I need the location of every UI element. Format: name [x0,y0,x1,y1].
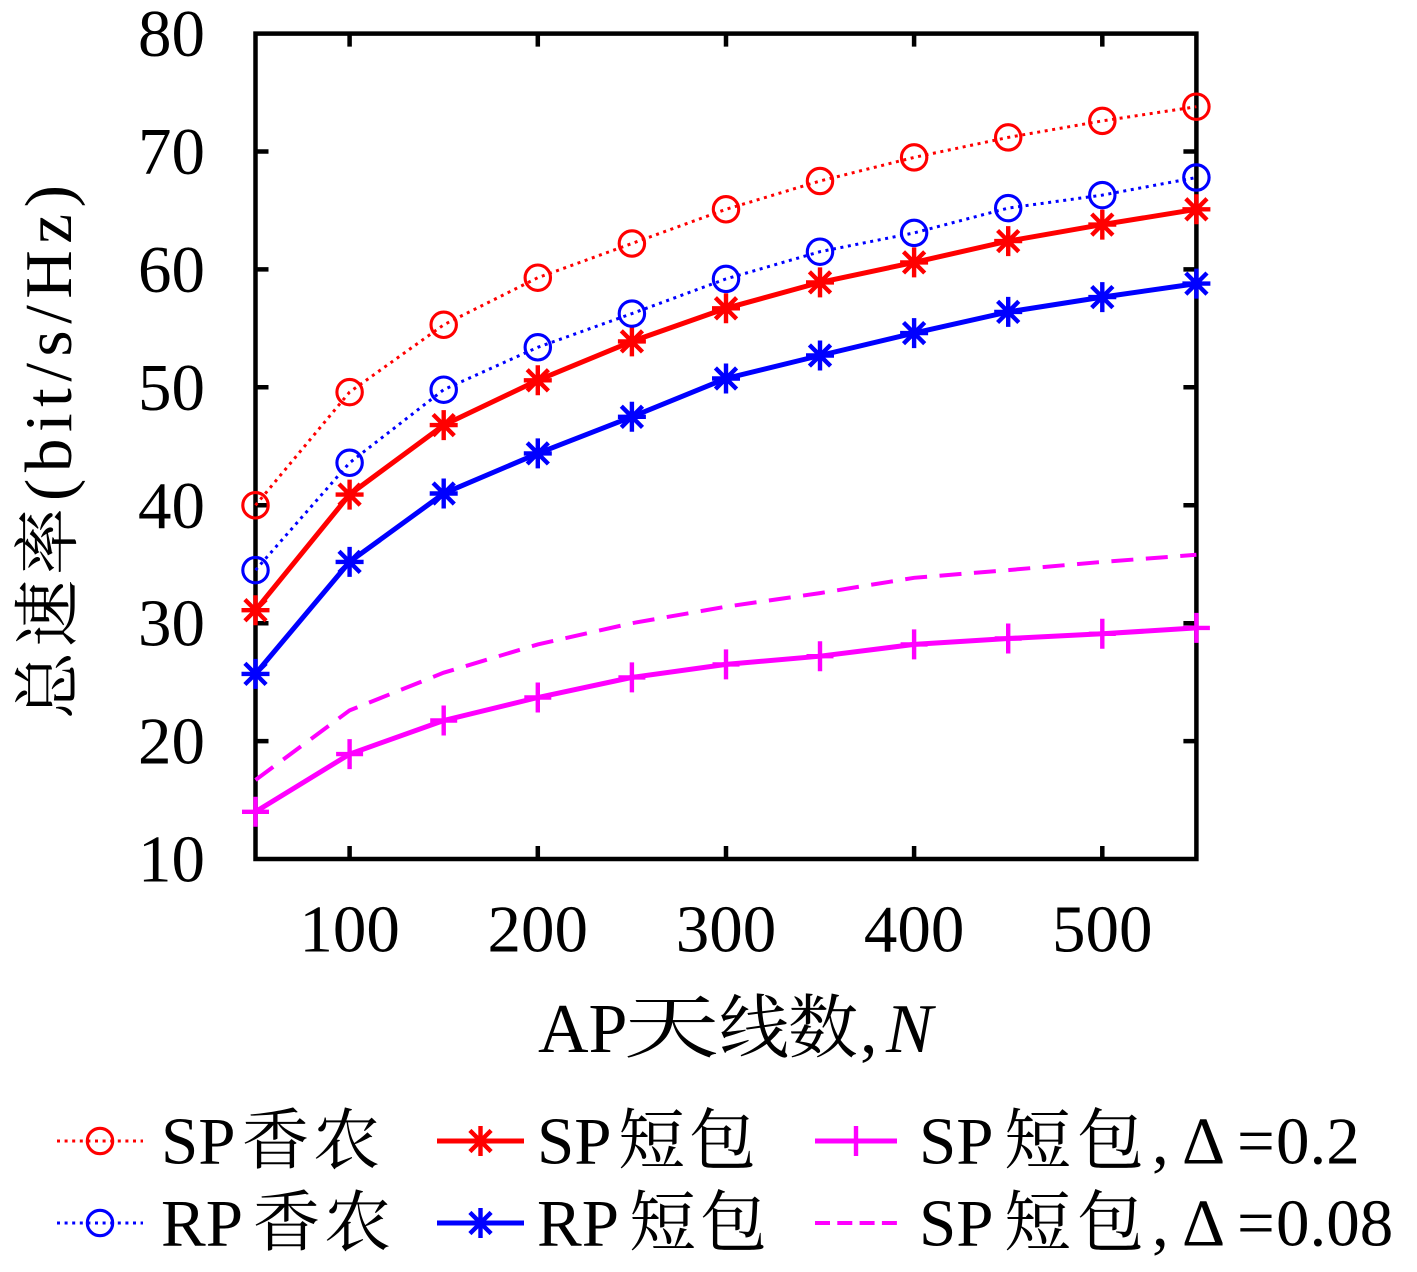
svg-text:,: , [1152,1105,1169,1179]
svg-text:300: 300 [676,893,777,967]
svg-text:60: 60 [138,233,205,307]
svg-text:RP: RP [537,1187,619,1261]
svg-text:SP: SP [161,1105,236,1179]
svg-text:AP: AP [538,991,627,1068]
svg-text:0.08: 0.08 [1276,1187,1393,1261]
svg-text:,: , [860,991,878,1068]
svg-text:10: 10 [138,823,205,897]
svg-text:SP: SP [537,1105,612,1179]
svg-text:100: 100 [299,893,400,967]
svg-text:80: 80 [138,0,205,71]
svg-text:0.2: 0.2 [1276,1105,1360,1179]
svg-text:200: 200 [488,893,589,967]
svg-text:Δ: Δ [1182,1187,1225,1261]
svg-text:Δ: Δ [1182,1105,1225,1179]
svg-text:50: 50 [138,351,205,425]
svg-text:500: 500 [1052,893,1153,967]
svg-text:70: 70 [138,115,205,189]
svg-text:SP: SP [919,1105,994,1179]
svg-text:=: = [1237,1187,1275,1261]
svg-text:30: 30 [138,587,205,661]
svg-text:SP: SP [919,1187,994,1261]
svg-text:=: = [1237,1105,1275,1179]
svg-text:,: , [1152,1187,1169,1261]
svg-text:20: 20 [138,705,205,779]
svg-text:RP: RP [161,1187,243,1261]
svg-text:400: 400 [864,893,965,967]
svg-text:40: 40 [138,469,205,543]
svg-text:N: N [885,991,936,1068]
svg-text:(bit/s/Hz): (bit/s/Hz) [12,185,86,501]
